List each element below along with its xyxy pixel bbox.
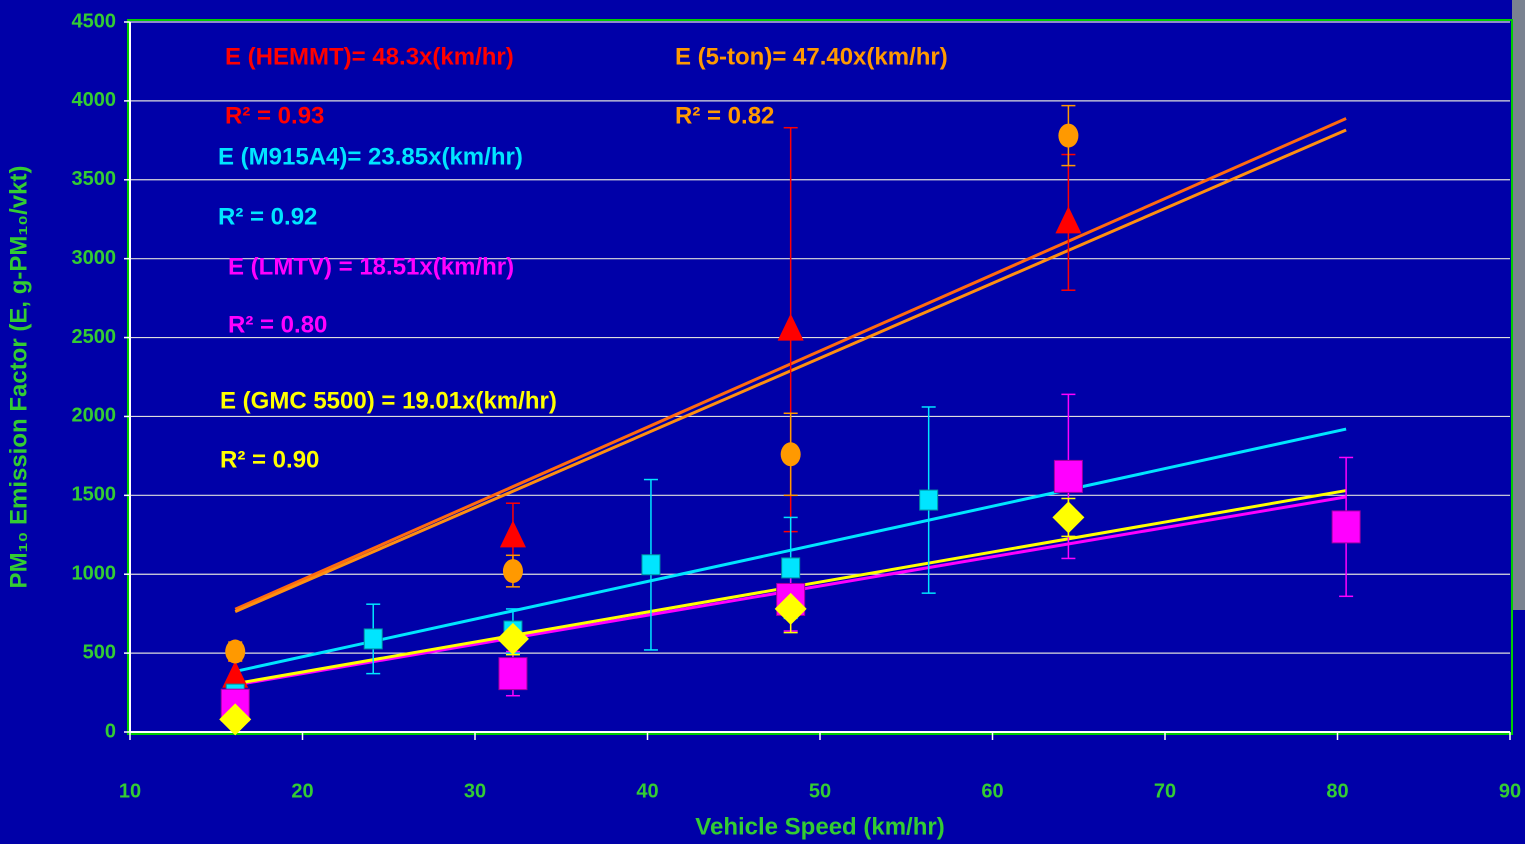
- x-tick-label: 10: [119, 780, 141, 802]
- y-tick-label: 3000: [72, 247, 117, 269]
- marker: [642, 555, 660, 575]
- y-tick-label: 4000: [72, 89, 117, 111]
- x-tick-label: 50: [809, 780, 831, 802]
- marker: [503, 559, 523, 583]
- marker: [225, 640, 245, 664]
- equation-label: E (GMC 5500) = 19.01x(km/hr): [220, 387, 557, 414]
- x-axis-title: Vehicle Speed (km/hr): [695, 813, 944, 840]
- y-tick-label: 0: [105, 720, 116, 742]
- marker: [1052, 501, 1084, 533]
- y-tick-label: 2500: [72, 326, 117, 348]
- x-tick-label: 30: [464, 780, 486, 802]
- equation-label: E (HEMMT)= 48.3x(km/hr): [225, 43, 514, 70]
- marker: [782, 558, 800, 578]
- r-squared-label: R² = 0.80: [228, 311, 327, 338]
- r-squared-label: R² = 0.92: [218, 203, 317, 230]
- r-squared-label: R² = 0.82: [675, 102, 774, 129]
- y-tick-label: 500: [83, 641, 116, 663]
- marker: [499, 658, 527, 690]
- marker: [778, 314, 804, 341]
- x-tick-label: 80: [1326, 780, 1348, 802]
- r-squared-label: R² = 0.90: [220, 446, 319, 473]
- chart: Vehicle Speed (km/hr) PM₁₀ Emission Fact…: [0, 0, 1525, 844]
- marker: [497, 623, 529, 655]
- marker: [500, 520, 526, 547]
- side-image-strip: [1512, 0, 1525, 610]
- marker: [920, 490, 938, 510]
- x-tick-label: 70: [1154, 780, 1176, 802]
- x-tick-label: 90: [1499, 780, 1521, 802]
- marker: [364, 629, 382, 649]
- equation-label: E (5-ton)= 47.40x(km/hr): [675, 43, 948, 70]
- y-tick-label: 2000: [72, 405, 117, 427]
- equation-label: E (M915A4)= 23.85x(km/hr): [218, 143, 523, 170]
- marker: [1332, 511, 1360, 543]
- plot-border: [128, 20, 1512, 734]
- x-tick-label: 40: [636, 780, 658, 802]
- r-squared-label: R² = 0.93: [225, 102, 324, 129]
- equation-label: E (LMTV) = 18.51x(km/hr): [228, 253, 514, 280]
- marker: [1055, 206, 1081, 233]
- y-tick-label: 3500: [72, 168, 117, 190]
- y-tick-label: 1000: [72, 563, 117, 585]
- x-tick-label: 60: [981, 780, 1003, 802]
- y-tick-label: 4500: [72, 10, 117, 32]
- x-tick-label: 20: [291, 780, 313, 802]
- marker: [1054, 460, 1082, 492]
- marker: [781, 442, 801, 466]
- y-axis-title: PM₁₀ Emission Factor (E, g-PM₁₀/vkt): [5, 166, 32, 589]
- marker: [1058, 124, 1078, 148]
- y-tick-label: 1500: [72, 484, 117, 506]
